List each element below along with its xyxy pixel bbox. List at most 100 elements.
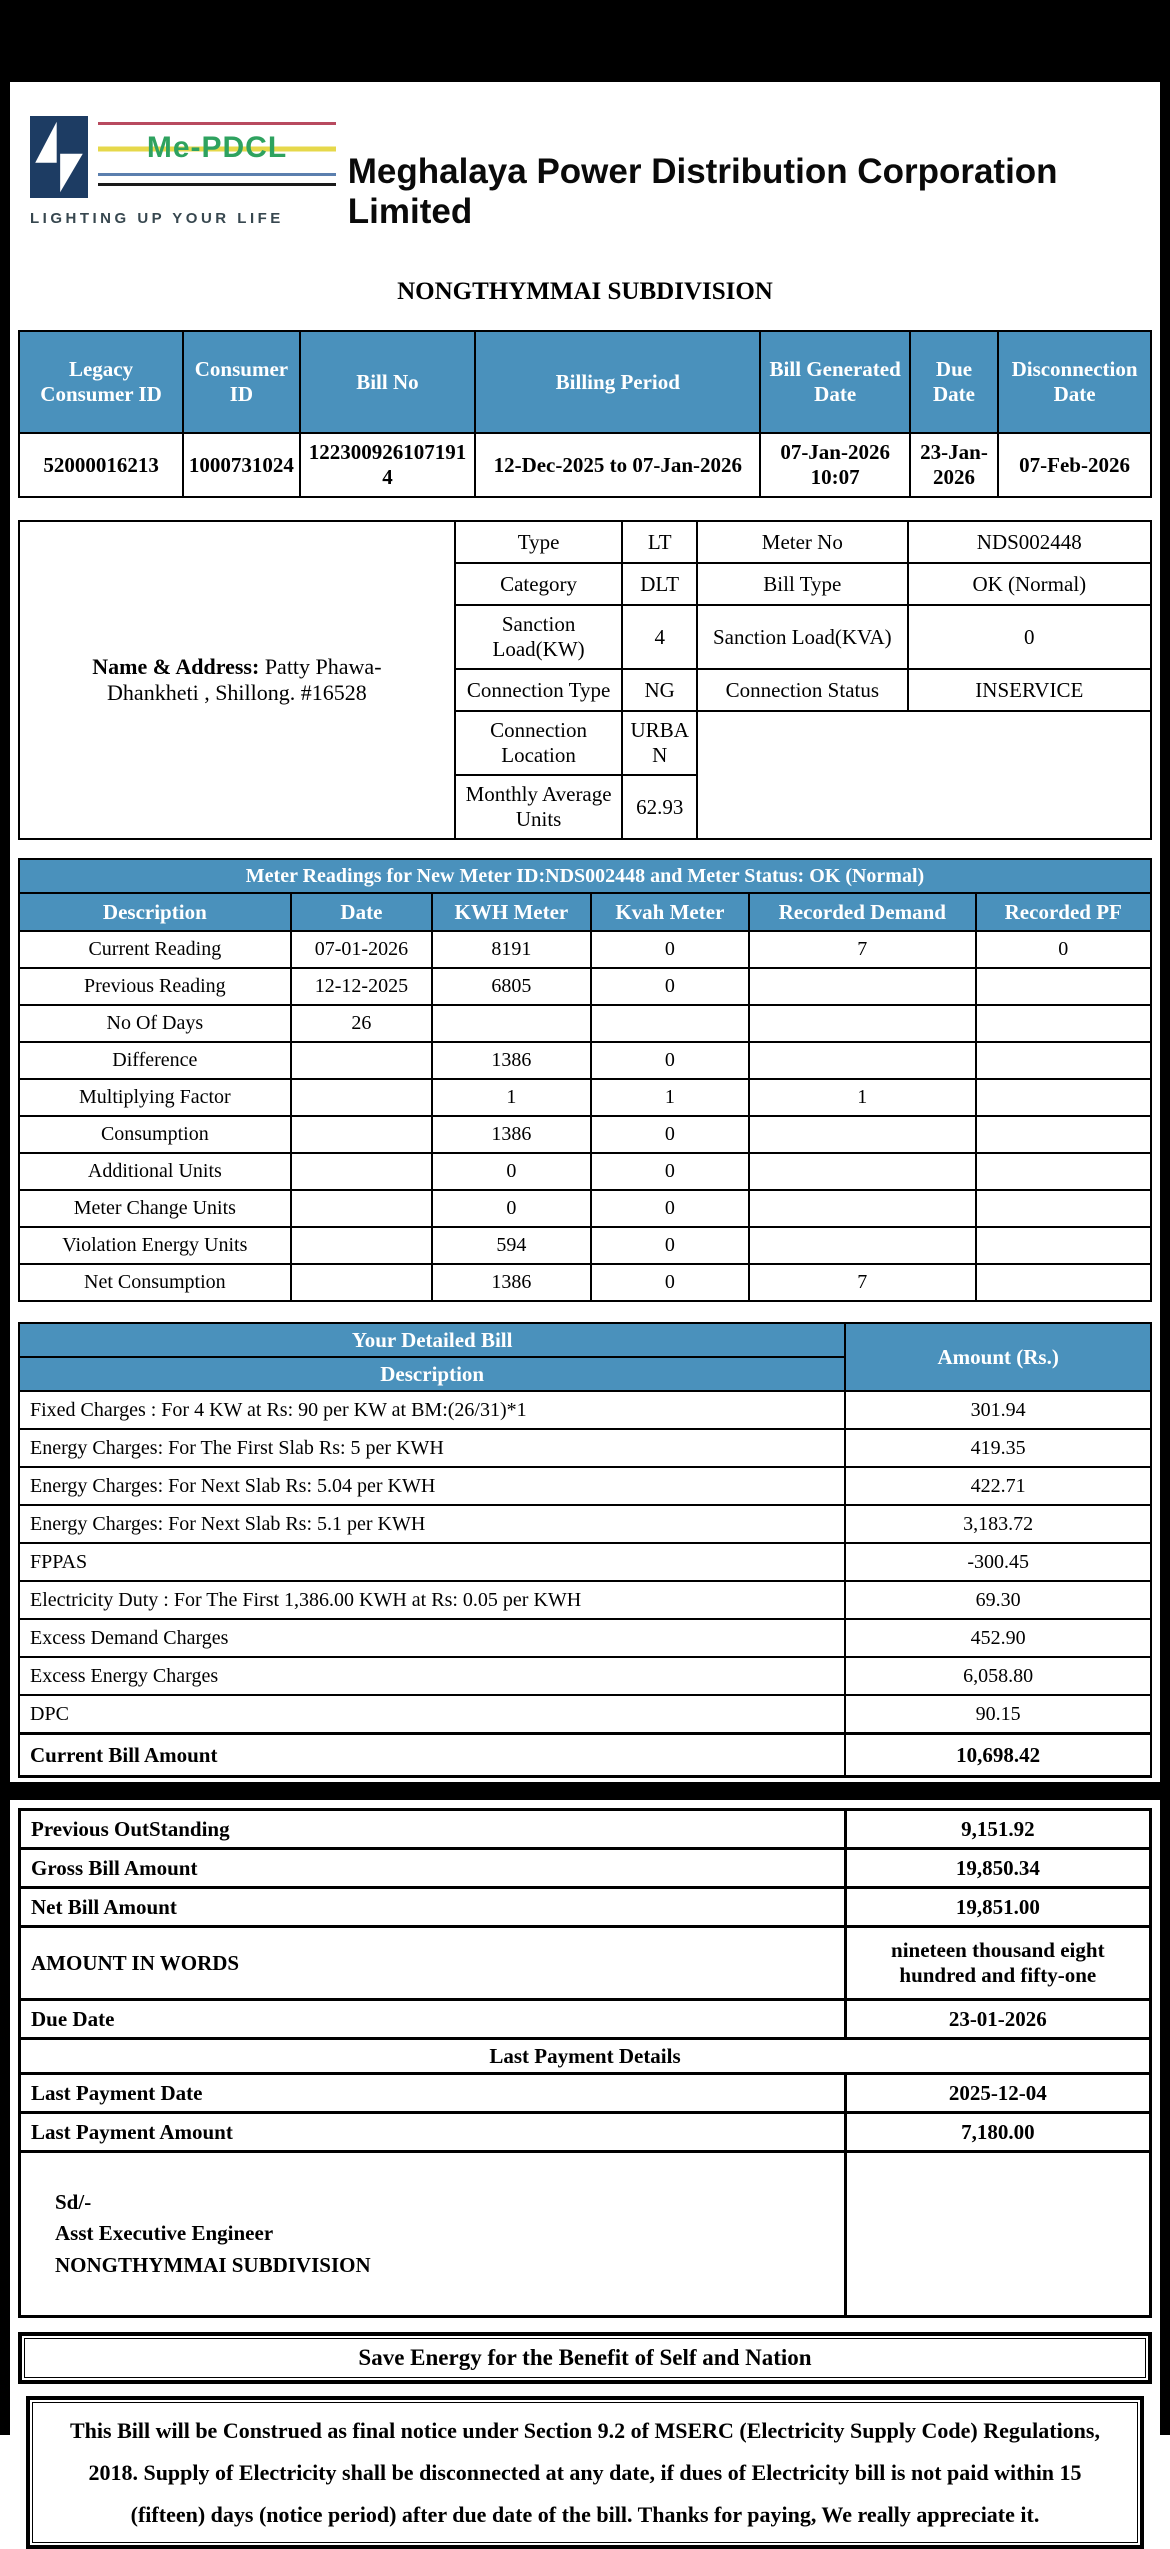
col-header: Kvah Meter xyxy=(589,892,751,932)
col-header: Recorded Demand xyxy=(748,892,977,932)
table-cell xyxy=(289,1189,434,1228)
logo-tagline: LIGHTING UP YOUR LIFE xyxy=(30,210,284,227)
bill-no: 1223009261071914 xyxy=(298,432,477,498)
subdivision-title: NONGTHYMMAI SUBDIVISION xyxy=(397,278,773,305)
table-row: Due Date 23-01-2026 xyxy=(18,1998,1153,2040)
table-cell xyxy=(289,1078,434,1117)
table-row: Excess Energy Charges 6,058.80 xyxy=(17,1656,1152,1696)
table-row: Net Consumption 1386 0 7 xyxy=(18,1263,1152,1302)
meter-table-body: Current Reading 07-01-2026 8191 0 7 0 Previous… xyxy=(18,930,1152,1302)
empty-cell xyxy=(843,2150,1153,2318)
col-header: Legacy Consumer ID xyxy=(17,330,185,434)
table-cell: 26 xyxy=(289,1004,434,1043)
bill-title-row: Your Detailed Bill Amount (Rs.) xyxy=(17,1322,1152,1392)
table-row: Difference 1386 0 xyxy=(18,1041,1152,1080)
table-cell: 7 xyxy=(748,1263,977,1302)
table-cell xyxy=(748,1041,977,1080)
last-payment-details-header: Last Payment Details xyxy=(18,2037,1152,2075)
table-cell: 1 xyxy=(589,1078,751,1117)
table-cell: 1 xyxy=(431,1078,592,1117)
current-bill-amount-label: Current Bill Amount xyxy=(17,1732,847,1778)
table-cell: 1386 xyxy=(431,1041,592,1080)
attr-label: Connection Location xyxy=(453,710,624,776)
table-cell: 07-01-2026 xyxy=(289,930,434,969)
table-cell: 0 xyxy=(589,1263,751,1302)
amount-header: Amount (Rs.) xyxy=(844,1322,1152,1392)
last-payment-amount-label: Last Payment Amount xyxy=(18,2111,847,2153)
table-cell: 0 xyxy=(974,930,1152,969)
table-row: Gross Bill Amount 19,850.34 xyxy=(18,1847,1153,1889)
logo-line-blue xyxy=(98,173,336,176)
table-cell: Multiplying Factor xyxy=(18,1078,292,1117)
last-payment-amount-value: 7,180.00 xyxy=(843,2111,1153,2153)
signature-row: Sd/- Asst Executive Engineer NONGTHYMMAI… xyxy=(18,2150,1153,2318)
col-header: Date xyxy=(289,892,434,932)
table-cell: Previous Reading xyxy=(18,967,292,1006)
table-row: Violation Energy Units 594 0 xyxy=(18,1226,1152,1265)
logo-brand-text: Me-PDCL xyxy=(98,131,336,165)
table-cell xyxy=(748,967,977,1006)
table-row: Energy Charges: For Next Slab Rs: 5.1 pe… xyxy=(17,1504,1152,1544)
bill-totals-table: Previous OutStanding 9,151.92 Gross Bill… xyxy=(18,1808,1153,2318)
table-row: Category DLT Bill Type OK (Normal) xyxy=(19,562,1153,606)
attr-value: DLT xyxy=(621,562,699,606)
table-cell xyxy=(431,1004,592,1043)
logo-line-black xyxy=(98,183,336,186)
table-cell: 0 xyxy=(589,1115,751,1154)
bill-header: Me-PDCL LIGHTING UP YOUR LIFE Meghalaya … xyxy=(30,116,1170,232)
table-row: FPPAS -300.45 xyxy=(17,1542,1152,1582)
attr-value: NDS002448 xyxy=(906,520,1153,564)
meter-readings-table: Meter Readings for New Meter ID:NDS00244… xyxy=(18,858,1152,1302)
table-cell: 1386 xyxy=(431,1263,592,1302)
table-cell: 0 xyxy=(589,967,751,1006)
col-header: Disconnection Date xyxy=(997,330,1152,434)
table-cell: 0 xyxy=(589,930,751,969)
table-cell xyxy=(748,1004,977,1043)
disconnection-date: 07-Feb-2026 xyxy=(997,432,1152,498)
attr-label: Meter No xyxy=(696,520,909,564)
empty-cell xyxy=(697,775,1151,839)
description-header: Description xyxy=(17,1356,847,1392)
table-cell: 594 xyxy=(431,1226,592,1265)
table-cell xyxy=(289,1041,434,1080)
table-cell xyxy=(748,1152,977,1191)
table-cell: Excess Demand Charges xyxy=(17,1618,847,1658)
table-cell: No Of Days xyxy=(18,1004,292,1043)
attr-label: Bill Type xyxy=(696,562,909,606)
table-row: Net Bill Amount 19,851.00 xyxy=(18,1886,1153,1928)
name-address-cell: Name & Address: Patty Phawa-Dhankheti , … xyxy=(18,520,456,840)
table-row: Energy Charges: For The First Slab Rs: 5… xyxy=(17,1428,1152,1468)
table-cell: Additional Units xyxy=(18,1152,292,1191)
empty-cell xyxy=(697,711,1151,775)
table-row: Meter Change Units 0 0 xyxy=(18,1189,1152,1228)
table-row: Connection Type NG Connection Status INS… xyxy=(19,668,1153,712)
bill-table-body: Fixed Charges : For 4 KW at Rs: 90 per K… xyxy=(17,1390,1152,1735)
table-row: Consumption 1386 0 xyxy=(18,1115,1152,1154)
attr-label: Category xyxy=(453,562,624,606)
table-row: Last Payment Amount 7,180.00 xyxy=(18,2111,1153,2153)
attr-value: LT xyxy=(621,520,699,564)
signature-designation: Asst Executive Engineer xyxy=(55,2221,274,2246)
table-cell xyxy=(974,1226,1152,1265)
table-row: Sanction Load(KW) 4 Sanction Load(KVA) 0 xyxy=(19,604,1153,670)
table-cell xyxy=(974,967,1152,1006)
bill-table-title: Your Detailed Bill xyxy=(17,1322,847,1358)
table-cell xyxy=(748,1115,977,1154)
table-cell xyxy=(974,1115,1152,1154)
col-header: Bill Generated Date xyxy=(759,330,911,434)
table-cell: 90.15 xyxy=(844,1694,1152,1735)
table-row: Monthly Average Units 62.93 xyxy=(19,774,1151,840)
amount-in-words-value: nineteen thousand eight hundred and fift… xyxy=(843,1925,1153,2001)
name-address-value: Patty Phawa-Dhankheti , Shillong. #16528 xyxy=(107,654,382,705)
current-bill-amount-value: 10,698.42 xyxy=(844,1732,1152,1778)
previous-outstanding-label: Previous OutStanding xyxy=(18,1808,847,1850)
table-cell xyxy=(289,1115,434,1154)
current-bill-amount-row: Current Bill Amount 10,698.42 xyxy=(17,1732,1152,1778)
table-cell: 6805 xyxy=(431,967,592,1006)
table-cell xyxy=(289,1263,434,1302)
attr-value: OK (Normal) xyxy=(906,562,1153,606)
table-cell: 0 xyxy=(431,1189,592,1228)
attr-label: Connection Status xyxy=(696,668,909,712)
company-title: Meghalaya Power Distribution Corporation… xyxy=(347,152,1058,231)
attr-value: 62.93 xyxy=(621,774,699,840)
